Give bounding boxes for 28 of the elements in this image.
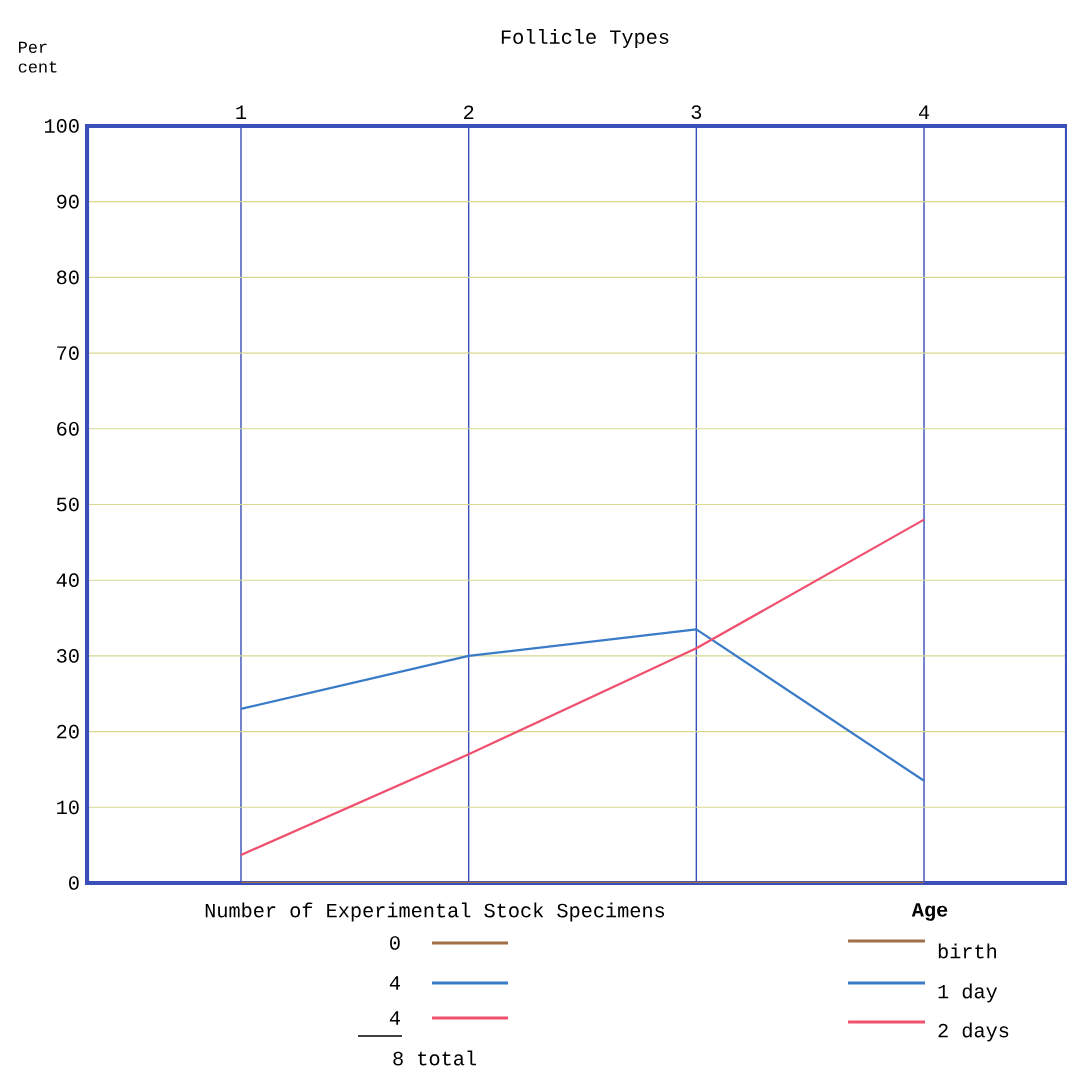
y-axis-title: Per cent (18, 41, 57, 73)
x-tick-label: 2 (464, 105, 474, 119)
legend-label: birth (938, 943, 996, 959)
legend-label: 2 days (938, 1022, 1009, 1042)
x-tick-label: 1 (236, 105, 247, 119)
y-tick-label: 100 (44, 119, 79, 133)
x-tick-label: 4 (918, 105, 930, 119)
x-axis-title: Follicle Types (501, 29, 669, 48)
y-tick-label: 80 (57, 270, 79, 285)
y-tick-label: 0 (69, 876, 79, 890)
text: 0 (390, 936, 400, 950)
text: 4 (389, 976, 400, 990)
text: 8 total (393, 1050, 476, 1066)
legend-title: Age (911, 903, 948, 921)
y-tick-label: 40 (56, 573, 79, 588)
y-tick-label: 70 (57, 346, 79, 360)
line-series (239, 518, 926, 857)
y-tick-label: 10 (57, 800, 79, 815)
legend-label: 1 day (938, 983, 998, 1003)
text: 4 (389, 1011, 400, 1025)
y-tick-label: 90 (57, 194, 79, 209)
y-tick-label: 50 (56, 497, 79, 512)
x-tick-label: 3 (691, 105, 702, 119)
y-tick-label: 20 (57, 724, 79, 739)
text: Number of Experimental Stock Specimens (205, 902, 665, 922)
y-tick-label: 60 (57, 421, 79, 436)
y-tick-label: 30 (56, 649, 79, 663)
line-series (239, 628, 926, 782)
